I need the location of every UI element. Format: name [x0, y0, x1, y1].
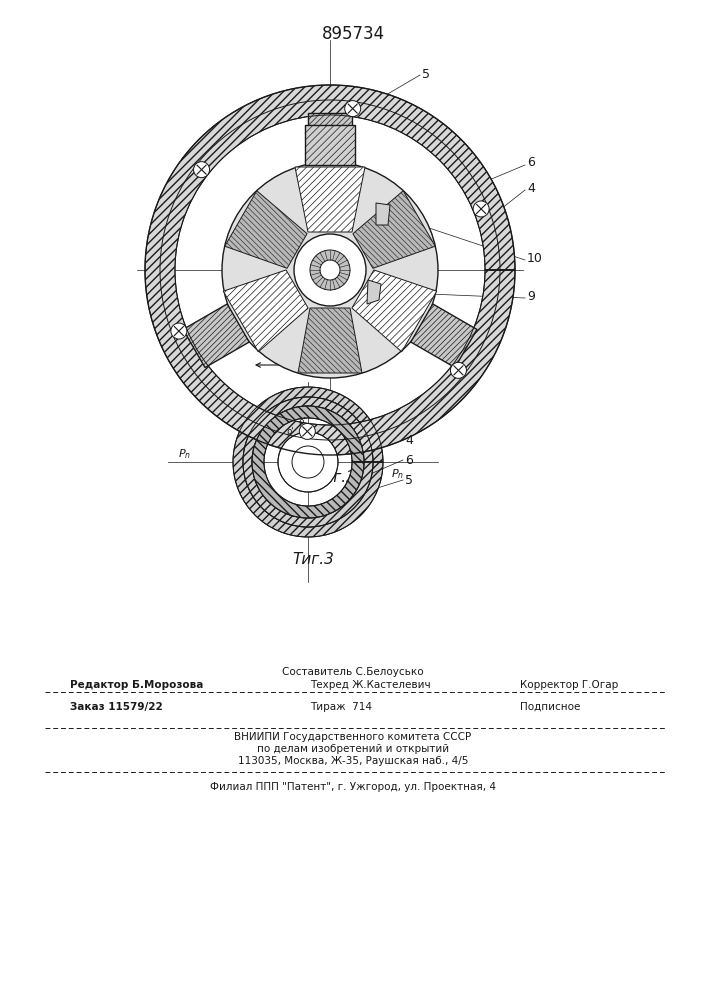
Text: Τиг.2: Τиг.2: [314, 470, 356, 485]
Circle shape: [222, 162, 438, 378]
Text: 4: 4: [527, 182, 535, 194]
Polygon shape: [298, 308, 362, 373]
Polygon shape: [298, 456, 307, 465]
Circle shape: [310, 250, 350, 290]
Polygon shape: [233, 387, 383, 537]
Text: 4: 4: [405, 434, 413, 446]
Polygon shape: [411, 304, 477, 368]
Text: по делам изобретений и открытий: по делам изобретений и открытий: [257, 744, 449, 754]
Polygon shape: [367, 280, 381, 304]
Text: 895734: 895734: [322, 25, 385, 43]
Text: Корректор Г.Огар: Корректор Г.Огар: [520, 680, 618, 690]
Polygon shape: [305, 125, 355, 165]
Text: $P_n$: $P_n$: [391, 467, 404, 481]
Polygon shape: [225, 191, 307, 268]
Circle shape: [299, 423, 315, 439]
Circle shape: [450, 362, 467, 378]
Text: Тираж  714: Тираж 714: [310, 702, 372, 712]
Text: b: b: [344, 348, 352, 361]
Text: ρ': ρ': [286, 427, 293, 436]
Polygon shape: [183, 304, 249, 368]
Circle shape: [473, 201, 489, 217]
Circle shape: [292, 446, 324, 478]
Text: 5: 5: [422, 68, 430, 82]
Polygon shape: [353, 191, 436, 268]
Text: Филиал ППП "Патент", г. Ужгород, ул. Проектная, 4: Филиал ППП "Патент", г. Ужгород, ул. Про…: [210, 782, 496, 792]
Text: 113035, Москва, Ж-35, Раушская наб., 4/5: 113035, Москва, Ж-35, Раушская наб., 4/5: [238, 756, 468, 766]
Polygon shape: [298, 460, 308, 470]
Circle shape: [294, 234, 366, 306]
Text: 10: 10: [527, 251, 543, 264]
Circle shape: [171, 323, 187, 339]
Text: Подписное: Подписное: [520, 702, 580, 712]
Circle shape: [278, 432, 338, 492]
Polygon shape: [243, 397, 373, 527]
Text: Техред Ж.Кастелевич: Техред Ж.Кастелевич: [310, 680, 431, 690]
Text: Редактор Б.Морозова: Редактор Б.Морозова: [70, 680, 204, 690]
Circle shape: [345, 101, 361, 117]
Polygon shape: [308, 113, 352, 164]
Text: 9: 9: [527, 290, 535, 302]
Text: 5: 5: [405, 474, 413, 487]
Text: Τиг.3: Τиг.3: [292, 552, 334, 566]
Text: ВНИИПИ Государственного комитета СССР: ВНИИПИ Государственного комитета СССР: [235, 732, 472, 742]
Polygon shape: [223, 270, 308, 352]
Circle shape: [194, 162, 209, 178]
Text: ρ₀: ρ₀: [278, 445, 287, 454]
Text: 6: 6: [527, 156, 535, 169]
Text: a: a: [273, 348, 281, 361]
Polygon shape: [145, 85, 515, 455]
Polygon shape: [252, 406, 364, 518]
Text: Заказ 11579/22: Заказ 11579/22: [70, 702, 163, 712]
Polygon shape: [295, 167, 365, 232]
Text: $P_n$: $P_n$: [178, 447, 191, 461]
Circle shape: [231, 385, 385, 539]
Polygon shape: [376, 203, 390, 225]
Polygon shape: [308, 454, 319, 464]
Text: Составитель С.Белоуськo: Составитель С.Белоуськo: [282, 667, 423, 677]
Polygon shape: [352, 270, 437, 352]
Polygon shape: [305, 451, 315, 461]
Polygon shape: [300, 451, 310, 462]
Text: ρ': ρ': [298, 417, 305, 426]
Text: 6: 6: [405, 454, 413, 466]
Circle shape: [320, 260, 340, 280]
Circle shape: [145, 85, 515, 455]
Text: ρₙ: ρₙ: [286, 437, 295, 446]
